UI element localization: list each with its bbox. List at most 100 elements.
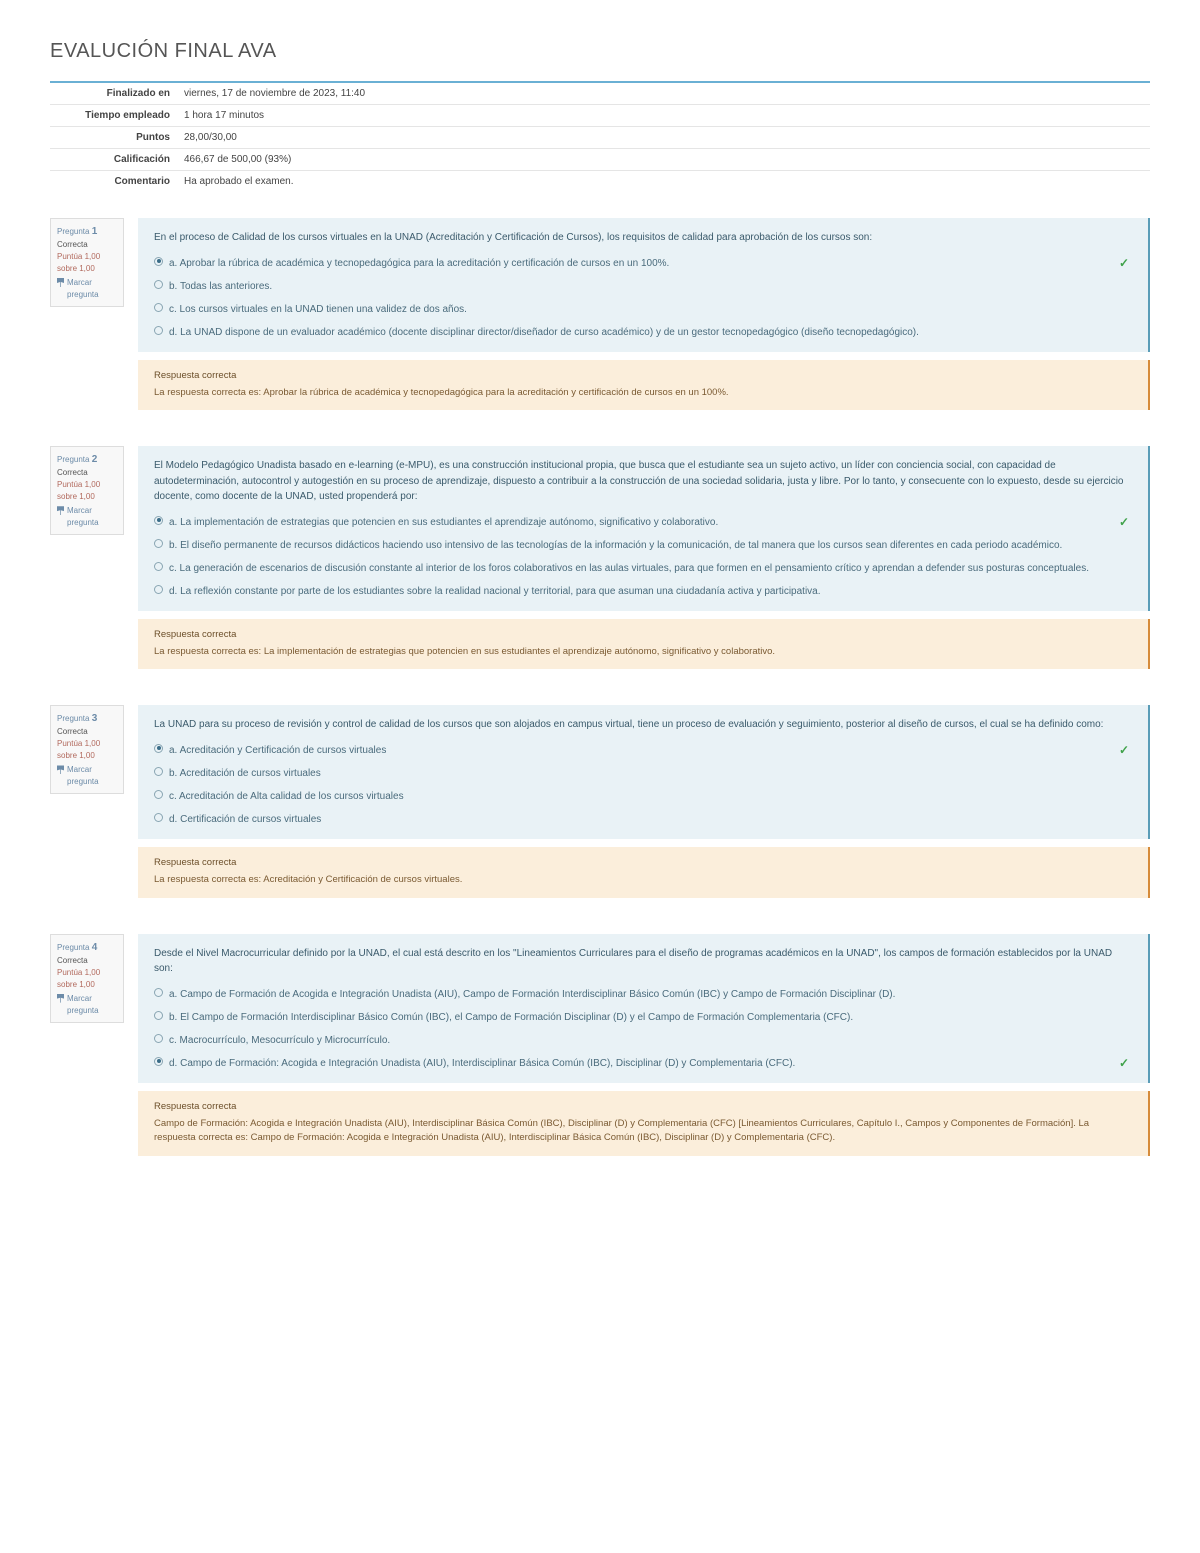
question-number: Pregunta 2	[57, 452, 117, 467]
option[interactable]: b. Acreditación de cursos virtuales	[154, 766, 1132, 781]
option-text: c. Macrocurrículo, Mesocurrículo y Micro…	[169, 1033, 390, 1048]
question-state: Correcta	[57, 955, 117, 967]
option-text: a. Aprobar la rúbrica de académica y tec…	[169, 256, 669, 271]
radio-icon[interactable]	[154, 813, 163, 822]
question-state: Correcta	[57, 467, 117, 479]
option[interactable]: c. La generación de escenarios de discus…	[154, 561, 1132, 576]
question-body: El Modelo Pedagógico Unadista basado en …	[138, 446, 1150, 669]
summary-row: Calificación466,67 de 500,00 (93%)	[50, 149, 1150, 171]
summary-row: Finalizado enviernes, 17 de noviembre de…	[50, 83, 1150, 105]
question-formulation: Desde el Nivel Macrocurricular definido …	[138, 934, 1150, 1083]
radio-icon[interactable]	[154, 326, 163, 335]
radio-icon[interactable]	[154, 790, 163, 799]
flag-icon	[57, 506, 64, 515]
option[interactable]: a. Campo de Formación de Acogida e Integ…	[154, 987, 1132, 1002]
question-info: Pregunta 4CorrectaPuntúa 1,00 sobre 1,00…	[50, 934, 124, 1023]
question-stem: La UNAD para su proceso de revisión y co…	[154, 717, 1132, 733]
radio-icon[interactable]	[154, 744, 163, 753]
radio-icon[interactable]	[154, 516, 163, 525]
summary-value: 466,67 de 500,00 (93%)	[178, 149, 1150, 170]
page-title: EVALUCIÓN FINAL AVA	[50, 40, 1150, 63]
option[interactable]: d. La reflexión constante por parte de l…	[154, 584, 1132, 599]
question-formulation: El Modelo Pedagógico Unadista basado en …	[138, 446, 1150, 611]
option-text: d. La reflexión constante por parte de l…	[169, 584, 821, 599]
feedback-title: Respuesta correcta	[154, 370, 1132, 381]
option[interactable]: a. Acreditación y Certificación de curso…	[154, 743, 1132, 758]
mark-question-link[interactable]: Marcar pregunta	[57, 505, 117, 529]
feedback-title: Respuesta correcta	[154, 1101, 1132, 1112]
option[interactable]: c. Macrocurrículo, Mesocurrículo y Micro…	[154, 1033, 1132, 1048]
question-stem: Desde el Nivel Macrocurricular definido …	[154, 946, 1132, 977]
question-number: Pregunta 3	[57, 711, 117, 726]
check-icon: ✓	[1119, 1056, 1129, 1070]
radio-icon[interactable]	[154, 280, 163, 289]
check-icon: ✓	[1119, 515, 1129, 529]
radio-icon[interactable]	[154, 1034, 163, 1043]
summary-value: 1 hora 17 minutos	[178, 105, 1150, 126]
mark-question-link[interactable]: Marcar pregunta	[57, 764, 117, 788]
check-icon: ✓	[1119, 743, 1129, 757]
radio-icon[interactable]	[154, 562, 163, 571]
option[interactable]: b. Todas las anteriores.	[154, 279, 1132, 294]
radio-icon[interactable]	[154, 585, 163, 594]
feedback-title: Respuesta correcta	[154, 629, 1132, 640]
summary-label: Comentario	[50, 171, 178, 192]
radio-icon[interactable]	[154, 988, 163, 997]
option[interactable]: a. La implementación de estrategias que …	[154, 515, 1132, 530]
options-list: a. Acreditación y Certificación de curso…	[154, 743, 1132, 827]
question: Pregunta 2CorrectaPuntúa 1,00 sobre 1,00…	[50, 446, 1150, 669]
radio-icon[interactable]	[154, 767, 163, 776]
option[interactable]: a. Aprobar la rúbrica de académica y tec…	[154, 256, 1132, 271]
summary-label: Puntos	[50, 127, 178, 148]
options-list: a. Aprobar la rúbrica de académica y tec…	[154, 256, 1132, 340]
summary-table: Finalizado enviernes, 17 de noviembre de…	[50, 81, 1150, 192]
question-body: En el proceso de Calidad de los cursos v…	[138, 218, 1150, 410]
option-text: c. Los cursos virtuales en la UNAD tiene…	[169, 302, 467, 317]
question-stem: En el proceso de Calidad de los cursos v…	[154, 230, 1132, 246]
option[interactable]: b. El diseño permanente de recursos didá…	[154, 538, 1132, 553]
option[interactable]: c. Los cursos virtuales en la UNAD tiene…	[154, 302, 1132, 317]
option[interactable]: d. La UNAD dispone de un evaluador acadé…	[154, 325, 1132, 340]
option-text: a. La implementación de estrategias que …	[169, 515, 718, 530]
option-text: b. El diseño permanente de recursos didá…	[169, 538, 1062, 553]
question-formulation: En el proceso de Calidad de los cursos v…	[138, 218, 1150, 352]
question-state: Correcta	[57, 239, 117, 251]
question-score: Puntúa 1,00 sobre 1,00	[57, 251, 117, 275]
question: Pregunta 3CorrectaPuntúa 1,00 sobre 1,00…	[50, 705, 1150, 897]
summary-value: viernes, 17 de noviembre de 2023, 11:40	[178, 83, 1150, 104]
feedback-text: La respuesta correcta es: Aprobar la rúb…	[154, 386, 1132, 401]
option[interactable]: c. Acreditación de Alta calidad de los c…	[154, 789, 1132, 804]
mark-question-link[interactable]: Marcar pregunta	[57, 277, 117, 301]
option[interactable]: d. Campo de Formación: Acogida e Integra…	[154, 1056, 1132, 1071]
summary-label: Finalizado en	[50, 83, 178, 104]
feedback-text: La respuesta correcta es: Acreditación y…	[154, 873, 1132, 888]
option-text: b. Todas las anteriores.	[169, 279, 272, 294]
question: Pregunta 1CorrectaPuntúa 1,00 sobre 1,00…	[50, 218, 1150, 410]
feedback-text: La respuesta correcta es: La implementac…	[154, 645, 1132, 660]
radio-icon[interactable]	[154, 1057, 163, 1066]
radio-icon[interactable]	[154, 1011, 163, 1020]
option-text: b. El Campo de Formación Interdisciplina…	[169, 1010, 853, 1025]
summary-value: 28,00/30,00	[178, 127, 1150, 148]
feedback-text: Campo de Formación: Acogida e Integració…	[154, 1117, 1132, 1146]
radio-icon[interactable]	[154, 257, 163, 266]
summary-value: Ha aprobado el examen.	[178, 171, 1150, 192]
option[interactable]: d. Certificación de cursos virtuales	[154, 812, 1132, 827]
radio-icon[interactable]	[154, 539, 163, 548]
summary-label: Calificación	[50, 149, 178, 170]
question-info: Pregunta 2CorrectaPuntúa 1,00 sobre 1,00…	[50, 446, 124, 535]
summary-row: Puntos28,00/30,00	[50, 127, 1150, 149]
question: Pregunta 4CorrectaPuntúa 1,00 sobre 1,00…	[50, 934, 1150, 1156]
question-number: Pregunta 1	[57, 224, 117, 239]
option-text: c. La generación de escenarios de discus…	[169, 561, 1089, 576]
option-text: b. Acreditación de cursos virtuales	[169, 766, 321, 781]
feedback-title: Respuesta correcta	[154, 857, 1132, 868]
radio-icon[interactable]	[154, 303, 163, 312]
option[interactable]: b. El Campo de Formación Interdisciplina…	[154, 1010, 1132, 1025]
question-info: Pregunta 3CorrectaPuntúa 1,00 sobre 1,00…	[50, 705, 124, 794]
question-state: Correcta	[57, 726, 117, 738]
option-text: d. Certificación de cursos virtuales	[169, 812, 321, 827]
mark-question-link[interactable]: Marcar pregunta	[57, 993, 117, 1017]
option-text: d. La UNAD dispone de un evaluador acadé…	[169, 325, 919, 340]
question-number: Pregunta 4	[57, 940, 117, 955]
